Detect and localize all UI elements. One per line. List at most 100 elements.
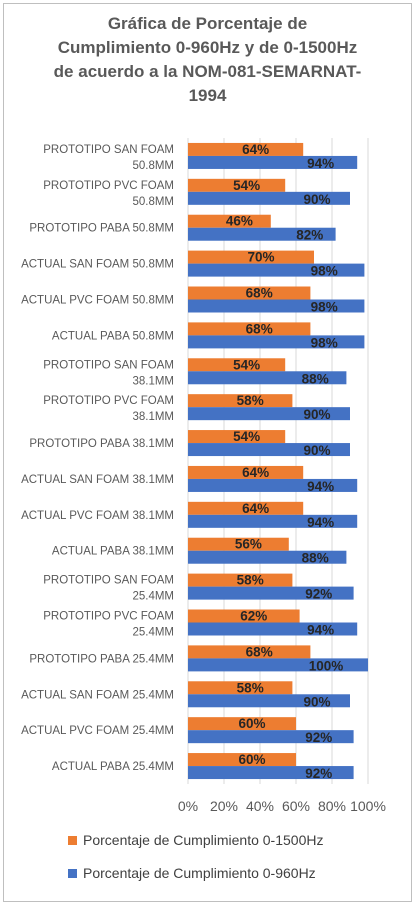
category-label: PROTOTIPO PVC FOAM <box>43 180 174 192</box>
category-label: PROTOTIPO SAN FOAM <box>43 359 174 371</box>
category-label: ACTUAL PABA 50.8MM <box>52 330 174 342</box>
bar-1500hz <box>188 753 296 767</box>
legend-label: Porcentaje de Cumplimiento 0-1500Hz <box>83 832 323 848</box>
x-tick-label: 0% <box>178 798 198 814</box>
bar-1500hz <box>188 214 271 228</box>
bar-960hz <box>188 443 350 457</box>
data-label-1500hz: 64% <box>242 465 269 480</box>
data-label-960hz: 94% <box>307 479 334 494</box>
category-label: ACTUAL PVC FOAM 25.4MM <box>21 725 174 737</box>
data-label-1500hz: 58% <box>237 573 264 588</box>
data-label-960hz: 88% <box>302 371 329 386</box>
category-label: ACTUAL SAN FOAM 38.1MM <box>21 474 174 486</box>
bar-1500hz <box>188 286 311 300</box>
legend-label: Porcentaje de Cumplimiento 0-960Hz <box>83 865 316 881</box>
data-label-1500hz: 60% <box>238 716 265 731</box>
data-label-960hz: 94% <box>307 515 334 530</box>
bar-1500hz <box>188 501 304 515</box>
data-label-960hz: 88% <box>302 551 329 566</box>
data-label-1500hz: 68% <box>246 321 273 336</box>
bar-1500hz <box>188 142 304 156</box>
category-label: ACTUAL PABA 38.1MM <box>52 546 174 558</box>
data-label-960hz: 82% <box>296 228 323 243</box>
bar-1500hz <box>188 609 300 623</box>
chart-title: Gráfica de Porcentaje de Cumplimiento 0-… <box>53 14 362 105</box>
bar-960hz <box>188 514 358 528</box>
data-label-960hz: 90% <box>303 694 330 709</box>
category-label: ACTUAL PABA 25.4MM <box>52 761 174 773</box>
data-label-1500hz: 62% <box>240 609 267 624</box>
bar-1500hz <box>188 394 293 408</box>
bar-960hz <box>188 766 354 780</box>
legend-swatch <box>68 836 77 845</box>
category-label: ACTUAL PVC FOAM 50.8MM <box>21 295 174 307</box>
bar-960hz <box>188 191 350 205</box>
bar-960hz <box>188 155 358 169</box>
bar-960hz <box>188 694 350 708</box>
data-label-1500hz: 68% <box>246 644 273 659</box>
data-label-1500hz: 68% <box>246 286 273 301</box>
x-tick-label: 20% <box>210 798 238 814</box>
category-label: PROTOTIPO PABA 50.8MM <box>29 223 174 235</box>
category-label: PROTOTIPO PABA 38.1MM <box>29 438 174 450</box>
bar-1500hz <box>188 430 286 444</box>
bar-1500hz <box>188 573 293 587</box>
category-label: PROTOTIPO PABA 25.4MM <box>29 653 174 665</box>
data-label-1500hz: 70% <box>247 250 274 265</box>
category-label: 25.4MM <box>132 627 174 639</box>
bar-960hz <box>188 586 354 600</box>
data-label-1500hz: 56% <box>235 537 262 552</box>
data-label-960hz: 90% <box>303 407 330 422</box>
bar-1500hz <box>188 645 311 659</box>
bar-960hz <box>188 550 347 564</box>
data-label-1500hz: 54% <box>233 429 260 444</box>
bar-960hz <box>188 658 368 672</box>
bar-960hz <box>188 299 365 313</box>
x-tick-label: 60% <box>282 798 310 814</box>
category-label: 50.8MM <box>132 196 174 208</box>
category-label: 38.1MM <box>132 375 174 387</box>
bar-1500hz <box>188 465 304 479</box>
category-label: ACTUAL SAN FOAM 50.8MM <box>21 259 174 271</box>
category-label: 50.8MM <box>132 160 174 172</box>
category-label: PROTOTIPO SAN FOAM <box>43 144 174 156</box>
data-label-1500hz: 58% <box>237 393 264 408</box>
data-label-960hz: 98% <box>311 300 338 315</box>
category-label: 38.1MM <box>132 411 174 423</box>
data-label-960hz: 94% <box>307 156 334 171</box>
data-label-1500hz: 54% <box>233 357 260 372</box>
data-label-960hz: 92% <box>305 730 332 745</box>
data-label-960hz: 98% <box>311 264 338 279</box>
bar-1500hz <box>188 681 293 695</box>
data-label-960hz: 90% <box>303 443 330 458</box>
x-tick-label: 80% <box>318 798 346 814</box>
category-label: PROTOTIPO SAN FOAM <box>43 575 174 587</box>
bar-1500hz <box>188 178 286 192</box>
bar-1500hz <box>188 358 286 372</box>
category-label: 25.4MM <box>132 591 174 603</box>
bar-960hz <box>188 263 365 277</box>
bar-960hz <box>188 730 354 744</box>
bar-1500hz <box>188 322 311 336</box>
category-label: ACTUAL SAN FOAM 25.4MM <box>21 689 174 701</box>
data-label-960hz: 94% <box>307 623 334 638</box>
category-label: ACTUAL PVC FOAM 38.1MM <box>21 510 174 522</box>
bar-960hz <box>188 227 336 241</box>
data-label-960hz: 90% <box>303 192 330 207</box>
data-label-960hz: 92% <box>305 766 332 781</box>
x-tick-label: 100% <box>350 798 386 814</box>
bar-960hz <box>188 335 365 349</box>
data-label-1500hz: 46% <box>226 214 253 229</box>
data-label-960hz: 98% <box>311 335 338 350</box>
legend-swatch <box>68 869 77 878</box>
bar-1500hz <box>188 250 314 264</box>
bar-960hz <box>188 478 358 492</box>
data-label-960hz: 100% <box>309 658 344 673</box>
data-label-1500hz: 64% <box>242 142 269 157</box>
bar-960hz <box>188 371 347 385</box>
bar-960hz <box>188 407 350 421</box>
category-label: PROTOTIPO PVC FOAM <box>43 395 174 407</box>
data-label-1500hz: 54% <box>233 178 260 193</box>
data-label-1500hz: 60% <box>238 752 265 767</box>
